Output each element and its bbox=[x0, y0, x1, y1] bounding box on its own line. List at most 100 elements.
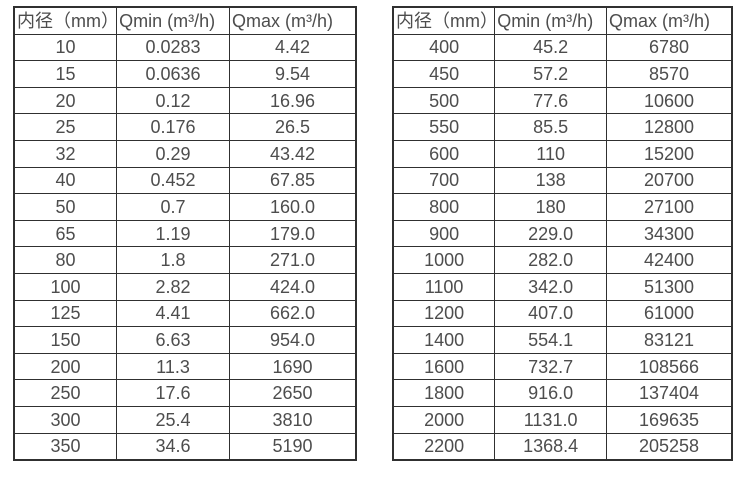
table-cell: 300 bbox=[13, 405, 118, 434]
table-cell: 10 bbox=[13, 33, 118, 62]
table-row: 900 229.0 34300 bbox=[392, 219, 733, 248]
table-row: 65 1.19 179.0 bbox=[13, 219, 357, 248]
table-cell: 500 bbox=[392, 86, 496, 115]
table-cell: 450 bbox=[392, 60, 496, 88]
table-cell: 600 bbox=[392, 139, 496, 168]
table-cell: 42400 bbox=[606, 246, 733, 274]
column-header: Qmin (m³/h) bbox=[494, 6, 608, 35]
table-cell: 179.0 bbox=[228, 219, 357, 248]
table-cell: 180 bbox=[494, 193, 608, 221]
table-cell: 5190 bbox=[228, 432, 357, 461]
column-header: Qmin (m³/h) bbox=[116, 6, 230, 35]
table-cell: 3810 bbox=[228, 405, 357, 434]
table-cell: 77.6 bbox=[494, 86, 608, 115]
table-cell: 169635 bbox=[606, 405, 733, 434]
table-row: 10 0.0283 4.42 bbox=[13, 33, 357, 62]
table-cell: 6780 bbox=[606, 33, 733, 62]
table-cell: 34300 bbox=[606, 219, 733, 248]
column-header: 内径（mm） bbox=[13, 6, 118, 35]
table-row: 150 6.63 954.0 bbox=[13, 326, 357, 354]
table-body: 400 45.2 6780 450 57.2 8570 500 77.6 10600 550 85.… bbox=[392, 33, 733, 461]
table-cell: 6.63 bbox=[116, 326, 230, 354]
table-row: 250 17.6 2650 bbox=[13, 379, 357, 407]
table-cell: 15200 bbox=[606, 139, 733, 168]
table-row: 300 25.4 3810 bbox=[13, 405, 357, 434]
table-cell: 205258 bbox=[606, 432, 733, 461]
table-row: 100 2.82 424.0 bbox=[13, 272, 357, 301]
table-cell: 954.0 bbox=[228, 326, 357, 354]
table-cell: 4.41 bbox=[116, 299, 230, 328]
table-cell: 110 bbox=[494, 139, 608, 168]
table-cell: 1131.0 bbox=[494, 405, 608, 434]
table-cell: 26.5 bbox=[228, 113, 357, 141]
column-header: 内径（mm） bbox=[392, 6, 496, 35]
table-cell: 11.3 bbox=[116, 352, 230, 381]
table-cell: 0.29 bbox=[116, 139, 230, 168]
table-cell: 1100 bbox=[392, 272, 496, 301]
table-cell: 34.6 bbox=[116, 432, 230, 461]
table-cell: 2.82 bbox=[116, 272, 230, 301]
table-row: 450 57.2 8570 bbox=[392, 60, 733, 88]
table-cell: 10600 bbox=[606, 86, 733, 115]
table-cell: 138 bbox=[494, 166, 608, 195]
flow-spec-table-large-diameters: 内径（mm） Qmin (m³/h) Qmax (m³/h) 400 45.2 6780… bbox=[392, 6, 733, 462]
table-cell: 407.0 bbox=[494, 299, 608, 328]
table-row: 20 0.12 16.96 bbox=[13, 86, 357, 115]
table-cell: 0.452 bbox=[116, 166, 230, 195]
table-cell: 200 bbox=[13, 352, 118, 381]
table-row: 1400 554.1 83121 bbox=[392, 326, 733, 354]
table-cell: 8570 bbox=[606, 60, 733, 88]
table-cell: 2200 bbox=[392, 432, 496, 461]
table-cell: 0.7 bbox=[116, 193, 230, 221]
table-cell: 400 bbox=[392, 33, 496, 62]
table-cell: 0.0636 bbox=[116, 60, 230, 88]
table-cell: 65 bbox=[13, 219, 118, 248]
table-row: 80 1.8 271.0 bbox=[13, 246, 357, 274]
table-cell: 57.2 bbox=[494, 60, 608, 88]
header-row: 内径（mm） Qmin (m³/h) Qmax (m³/h) bbox=[392, 6, 733, 35]
table-cell: 40 bbox=[13, 166, 118, 195]
table-row: 200 11.3 1690 bbox=[13, 352, 357, 381]
table-cell: 15 bbox=[13, 60, 118, 88]
table-row: 550 85.5 12800 bbox=[392, 113, 733, 141]
column-header: Qmax (m³/h) bbox=[228, 6, 357, 35]
table-cell: 662.0 bbox=[228, 299, 357, 328]
table-cell: 2650 bbox=[228, 379, 357, 407]
table-cell: 700 bbox=[392, 166, 496, 195]
table-cell: 271.0 bbox=[228, 246, 357, 274]
table-row: 25 0.176 26.5 bbox=[13, 113, 357, 141]
table-cell: 342.0 bbox=[494, 272, 608, 301]
table-cell: 0.0283 bbox=[116, 33, 230, 62]
table-cell: 1000 bbox=[392, 246, 496, 274]
table-cell: 85.5 bbox=[494, 113, 608, 141]
table-row: 40 0.452 67.85 bbox=[13, 166, 357, 195]
table-cell: 1.19 bbox=[116, 219, 230, 248]
table-cell: 12800 bbox=[606, 113, 733, 141]
table-row: 1100 342.0 51300 bbox=[392, 272, 733, 301]
table-cell: 4.42 bbox=[228, 33, 357, 62]
table-row: 50 0.7 160.0 bbox=[13, 193, 357, 221]
table-row: 1000 282.0 42400 bbox=[392, 246, 733, 274]
table-cell: 800 bbox=[392, 193, 496, 221]
table-cell: 250 bbox=[13, 379, 118, 407]
table-row: 350 34.6 5190 bbox=[13, 432, 357, 461]
table-cell: 0.176 bbox=[116, 113, 230, 141]
table-cell: 20700 bbox=[606, 166, 733, 195]
table-row: 700 138 20700 bbox=[392, 166, 733, 195]
table-cell: 916.0 bbox=[494, 379, 608, 407]
table-cell: 108566 bbox=[606, 352, 733, 381]
table-cell: 27100 bbox=[606, 193, 733, 221]
table-cell: 25.4 bbox=[116, 405, 230, 434]
table-cell: 100 bbox=[13, 272, 118, 301]
table-row: 125 4.41 662.0 bbox=[13, 299, 357, 328]
table-cell: 1690 bbox=[228, 352, 357, 381]
flow-spec-tables: 内径（mm） Qmin (m³/h) Qmax (m³/h) 10 0.0283 4.4… bbox=[13, 6, 733, 462]
table-cell: 150 bbox=[13, 326, 118, 354]
table-cell: 51300 bbox=[606, 272, 733, 301]
table-cell: 43.42 bbox=[228, 139, 357, 168]
table-cell: 350 bbox=[13, 432, 118, 461]
column-header: Qmax (m³/h) bbox=[606, 6, 733, 35]
table-cell: 50 bbox=[13, 193, 118, 221]
table-cell: 17.6 bbox=[116, 379, 230, 407]
table-cell: 424.0 bbox=[228, 272, 357, 301]
